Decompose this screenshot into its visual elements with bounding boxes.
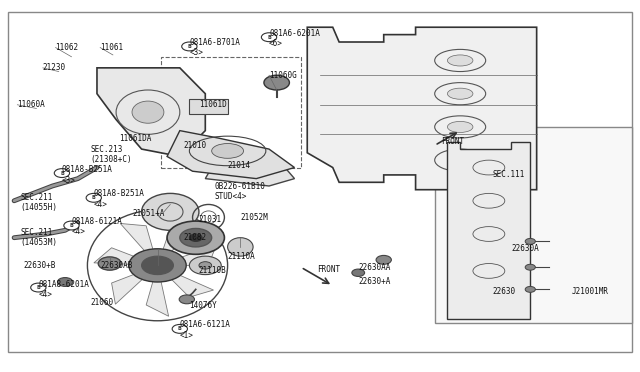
Polygon shape xyxy=(94,248,157,265)
Text: 22630AB: 22630AB xyxy=(100,261,132,270)
Text: SEC.211
(14055H): SEC.211 (14055H) xyxy=(20,193,58,212)
Circle shape xyxy=(199,262,212,269)
Circle shape xyxy=(352,269,365,276)
Text: 21014: 21014 xyxy=(228,161,251,170)
Ellipse shape xyxy=(132,101,164,123)
Polygon shape xyxy=(205,157,294,186)
Text: SEC.213
(21308+C): SEC.213 (21308+C) xyxy=(91,145,132,164)
Text: 21110B: 21110B xyxy=(199,266,227,275)
Circle shape xyxy=(129,249,186,282)
Text: 081A6-B701A
<3>: 081A6-B701A <3> xyxy=(189,38,240,57)
Ellipse shape xyxy=(141,193,199,230)
Text: 14076Y: 14076Y xyxy=(189,301,217,311)
Ellipse shape xyxy=(228,238,253,256)
Polygon shape xyxy=(146,265,169,316)
Text: B: B xyxy=(70,223,74,228)
Text: J21001MR: J21001MR xyxy=(572,287,609,296)
Circle shape xyxy=(58,278,73,286)
Text: 21051+A: 21051+A xyxy=(132,209,164,218)
Circle shape xyxy=(99,257,121,270)
Text: 11060A: 11060A xyxy=(17,100,45,109)
Text: B: B xyxy=(36,285,40,290)
Text: 22630+B: 22630+B xyxy=(24,261,56,270)
Text: 21230: 21230 xyxy=(43,63,66,72)
Ellipse shape xyxy=(447,88,473,99)
Ellipse shape xyxy=(447,155,473,166)
Text: B: B xyxy=(188,44,191,49)
Bar xyxy=(189,99,228,114)
Text: 11060G: 11060G xyxy=(269,71,297,80)
Circle shape xyxy=(64,221,79,230)
Circle shape xyxy=(167,221,225,254)
Ellipse shape xyxy=(447,121,473,132)
Text: B: B xyxy=(60,171,64,176)
Polygon shape xyxy=(447,142,531,319)
Text: 22630+A: 22630+A xyxy=(358,278,390,286)
Circle shape xyxy=(179,295,195,304)
Polygon shape xyxy=(120,224,157,265)
Text: 081A6-6201A
<6>: 081A6-6201A <6> xyxy=(269,29,320,48)
Text: FRONT: FRONT xyxy=(441,137,464,146)
Text: 0B226-61B10
STUD<4>: 0B226-61B10 STUD<4> xyxy=(215,182,266,201)
Text: 21052M: 21052M xyxy=(241,213,268,222)
Text: 11061DA: 11061DA xyxy=(119,134,152,142)
Circle shape xyxy=(180,228,212,247)
Text: SEC.211
(14053M): SEC.211 (14053M) xyxy=(20,228,58,247)
Circle shape xyxy=(525,264,536,270)
Polygon shape xyxy=(157,265,214,297)
Circle shape xyxy=(264,75,289,90)
Circle shape xyxy=(525,286,536,292)
Polygon shape xyxy=(157,216,189,265)
Polygon shape xyxy=(157,245,216,265)
Circle shape xyxy=(376,256,392,264)
Text: FRONT: FRONT xyxy=(317,264,340,273)
Circle shape xyxy=(172,324,188,333)
Text: 081A8-6121A
<4>: 081A8-6121A <4> xyxy=(72,217,122,236)
Polygon shape xyxy=(111,265,157,304)
Circle shape xyxy=(261,33,276,42)
Text: 081A6-6121A
<1>: 081A6-6121A <1> xyxy=(180,320,230,340)
Text: 21110A: 21110A xyxy=(228,251,255,261)
Text: 22630AA: 22630AA xyxy=(358,263,390,272)
Polygon shape xyxy=(307,27,537,190)
Text: B: B xyxy=(92,195,95,200)
Text: SEC.111: SEC.111 xyxy=(492,170,524,179)
Text: B: B xyxy=(267,35,271,40)
Circle shape xyxy=(54,169,70,177)
Text: 21031: 21031 xyxy=(199,215,222,224)
Ellipse shape xyxy=(447,55,473,66)
Circle shape xyxy=(182,42,197,51)
Polygon shape xyxy=(97,68,205,157)
Text: 21010: 21010 xyxy=(183,141,206,150)
Circle shape xyxy=(31,283,46,292)
Text: 11061D: 11061D xyxy=(199,100,227,109)
Text: 11061: 11061 xyxy=(100,43,124,52)
Bar xyxy=(435,127,632,323)
Text: B: B xyxy=(178,326,182,331)
Text: 22630A: 22630A xyxy=(511,244,539,253)
Circle shape xyxy=(189,234,202,241)
Circle shape xyxy=(86,193,101,202)
Text: 21060: 21060 xyxy=(91,298,114,307)
Circle shape xyxy=(525,238,536,244)
Text: 21082: 21082 xyxy=(183,233,206,242)
Ellipse shape xyxy=(212,144,244,158)
Text: 22630: 22630 xyxy=(492,287,515,296)
Text: 11062: 11062 xyxy=(56,43,79,52)
Circle shape xyxy=(189,256,221,275)
Text: 081A8-B251A
<3>: 081A8-B251A <3> xyxy=(62,165,113,185)
Text: 081A8-B251A
<4>: 081A8-B251A <4> xyxy=(94,189,145,209)
Bar xyxy=(161,57,301,167)
Text: 081A8-6201A
<4>: 081A8-6201A <4> xyxy=(38,280,89,299)
Circle shape xyxy=(141,256,173,275)
Polygon shape xyxy=(167,131,294,179)
